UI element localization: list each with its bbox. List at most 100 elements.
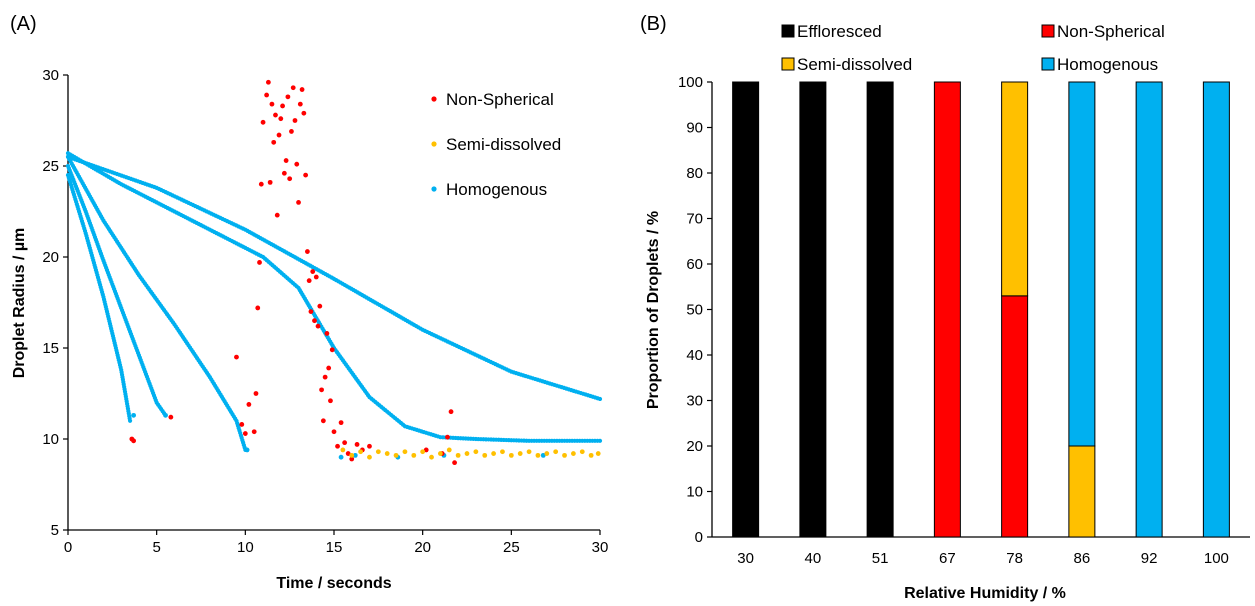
data-point-semi-dissolved: [393, 452, 399, 458]
data-point-non-spherical: [301, 110, 307, 116]
data-point-non-spherical: [294, 161, 300, 167]
chart-b-y-tick-label: 40: [686, 347, 703, 364]
bar-effloresced: [799, 81, 827, 538]
chart-b: Relative Humidity / % Proportion of Drop…: [645, 22, 1250, 602]
data-point-semi-dissolved: [367, 454, 372, 460]
bar-semi-dissolved: [1001, 81, 1029, 297]
legend-marker-semi-dissolved: [431, 141, 437, 147]
chart-b-xlabel: Relative Humidity / %: [904, 585, 1066, 602]
data-point-non-spherical: [257, 260, 262, 265]
chart-a-y-tick-label: 20: [42, 249, 59, 266]
bar-non-spherical: [1001, 295, 1029, 538]
data-point-semi-dissolved: [411, 452, 417, 458]
data-point-semi-dissolved: [553, 449, 559, 455]
data-point-non-spherical: [255, 305, 261, 311]
data-point-non-spherical: [329, 347, 335, 353]
chart-b-y-tick-label: 80: [686, 165, 703, 182]
chart-b-y-tick-label: 20: [686, 438, 703, 455]
data-point-non-spherical: [234, 354, 239, 360]
data-point-semi-dissolved: [429, 454, 434, 460]
bar-homogenous: [1135, 81, 1163, 538]
data-point-non-spherical: [303, 172, 309, 178]
data-point-semi-dissolved: [544, 451, 550, 456]
data-point-semi-dissolved: [446, 447, 452, 453]
data-point-non-spherical: [324, 331, 330, 336]
data-point-non-spherical: [423, 447, 429, 453]
data-point-non-spherical: [253, 391, 259, 396]
data-point-semi-dissolved: [588, 452, 594, 458]
data-point-semi-dissolved: [491, 451, 496, 456]
data-point-non-spherical: [265, 79, 271, 85]
data-point-semi-dissolved: [340, 447, 346, 453]
data-point-non-spherical: [315, 323, 321, 329]
chart-b-y-tick-label: 50: [686, 302, 703, 319]
legend-swatch-homogenous: [1041, 57, 1055, 71]
chart-b-y-tick-label: 30: [686, 393, 703, 410]
data-point-non-spherical: [338, 420, 344, 426]
bar-homogenous: [1202, 81, 1230, 538]
legend-swatch-non-spherical: [1041, 24, 1055, 38]
legend-label-semi-dissolved: Semi-dissolved: [446, 135, 561, 154]
data-point-semi-dissolved: [473, 449, 479, 455]
data-point-homogenous: [244, 447, 250, 453]
data-point-non-spherical: [258, 181, 264, 187]
chart-a-x-tick-label: 0: [64, 539, 72, 556]
data-point-homogenous: [540, 452, 546, 458]
data-point-semi-dissolved: [464, 451, 470, 456]
chart-a-y-tick-label: 25: [42, 158, 59, 175]
data-point-non-spherical: [310, 269, 316, 274]
chart-b-x-tick-label: 100: [1204, 550, 1229, 567]
chart-a-x-tick-label: 15: [326, 539, 343, 556]
chart-a-y-tick-label: 5: [51, 522, 59, 539]
data-point-non-spherical: [269, 101, 275, 107]
bar-effloresced: [866, 81, 894, 538]
data-point-semi-dissolved: [384, 451, 390, 456]
data-point-non-spherical: [168, 414, 174, 420]
data-point-semi-dissolved: [526, 449, 532, 455]
series-homogenous: [65, 151, 603, 460]
bar-homogenous: [1068, 81, 1096, 447]
data-point-non-spherical: [246, 402, 252, 407]
data-point-non-spherical: [445, 434, 450, 440]
legend-label-effloresced: Effloresced: [797, 22, 882, 41]
data-point-non-spherical: [328, 398, 333, 404]
chart-b-x-tick-label: 78: [1006, 550, 1023, 567]
legend-marker-non-spherical: [431, 96, 437, 102]
data-point-non-spherical: [326, 365, 332, 371]
data-point-non-spherical: [345, 451, 351, 456]
data-point-non-spherical: [452, 460, 457, 466]
chart-a-x-tick-label: 5: [152, 539, 160, 556]
data-point-semi-dissolved: [375, 449, 381, 455]
data-point-non-spherical: [271, 139, 277, 145]
chart-a-x-tick-label: 30: [592, 539, 609, 556]
bar-non-spherical: [933, 81, 961, 538]
data-point-non-spherical: [276, 132, 282, 138]
data-point-homogenous: [127, 418, 133, 423]
bar-effloresced: [732, 81, 760, 538]
data-point-non-spherical: [297, 101, 303, 107]
chart-a: Time / seconds Droplet Radius / µm 5 10 15…: [11, 67, 608, 592]
data-point-homogenous: [352, 452, 358, 458]
chart-b-y-tick-label: 10: [686, 484, 703, 501]
data-point-semi-dissolved: [562, 452, 567, 458]
legend-swatch-effloresced: [781, 24, 795, 38]
chart-a-y-tick-label: 10: [42, 431, 59, 448]
data-point-non-spherical: [308, 309, 314, 314]
data-point-semi-dissolved: [535, 452, 541, 458]
chart-a-x-tick-label: 25: [503, 539, 520, 556]
chart-a-x-tick-label: 20: [414, 539, 431, 556]
data-point-semi-dissolved: [571, 451, 576, 456]
chart-b-y-tick-label: 100: [678, 74, 703, 91]
bar-semi-dissolved: [1068, 445, 1096, 538]
data-point-semi-dissolved: [420, 449, 426, 455]
legend-label-non-spherical: Non-Spherical: [1057, 22, 1165, 41]
data-point-non-spherical: [264, 92, 270, 98]
data-point-non-spherical: [317, 303, 323, 309]
data-point-homogenous: [163, 412, 168, 418]
chart-b-x-tick-label: 40: [805, 550, 822, 567]
legend-label-semi-dissolved: Semi-dissolved: [797, 55, 912, 74]
data-point-non-spherical: [289, 129, 294, 134]
panel-b-label: (B): [640, 13, 667, 35]
chart-b-x-tick-label: 86: [1074, 550, 1091, 567]
data-point-non-spherical: [131, 438, 137, 444]
